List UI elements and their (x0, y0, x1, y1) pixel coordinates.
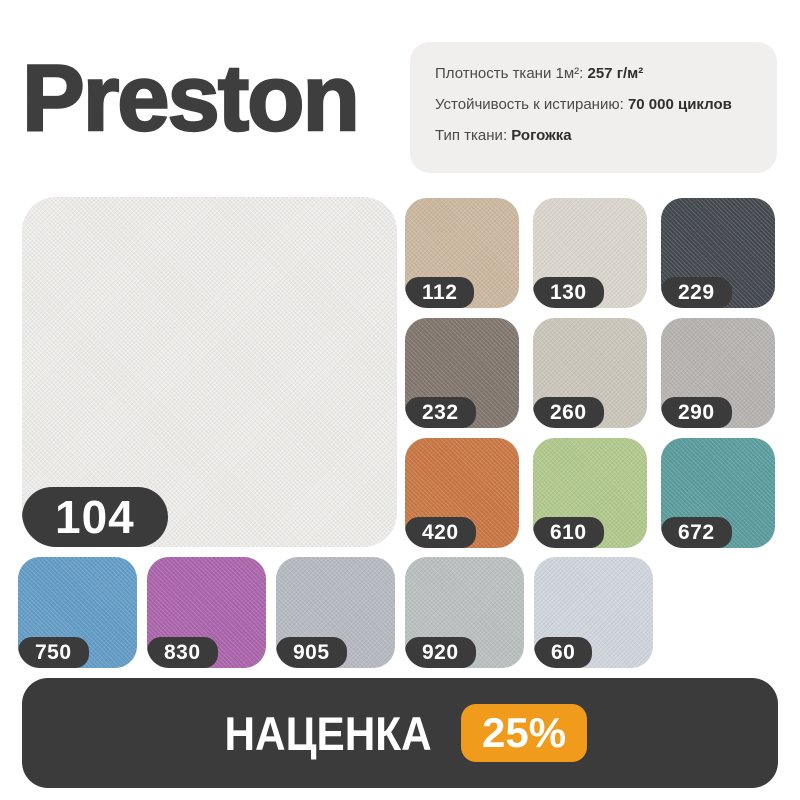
page-title: Preston (21, 44, 361, 150)
swatch-number-badge: 104 (22, 487, 168, 547)
swatch-number-badge: 420 (405, 517, 476, 548)
spec-value: Рогожка (511, 126, 572, 144)
fabric-swatch-112[interactable]: 112 (405, 198, 519, 308)
fabric-swatch-750[interactable]: 750 (18, 557, 137, 668)
fabric-specs-card: Плотность ткани 1м²: 257 г/м² Устойчивос… (410, 42, 777, 173)
spec-value: 70 000 циклов (627, 95, 732, 113)
fabric-swatch-60[interactable]: 60 (534, 557, 653, 668)
fabric-swatch-672[interactable]: 672 (661, 438, 775, 548)
markup-label: НАЦЕНКА (224, 706, 432, 760)
swatch-number-badge: 130 (533, 277, 604, 308)
swatch-number-badge: 830 (147, 637, 218, 668)
fabric-swatch-130[interactable]: 130 (533, 198, 647, 308)
markup-banner: НАЦЕНКА 25% (22, 678, 778, 788)
markup-percent-badge: 25% (461, 704, 588, 762)
swatch-number-badge: 232 (405, 397, 476, 428)
swatch-number-badge: 112 (405, 277, 475, 308)
spec-label: Плотность ткани 1м²: (435, 65, 584, 82)
swatch-number-badge: 60 (534, 637, 593, 668)
swatch-number-badge: 750 (18, 637, 89, 668)
fabric-swatch-229[interactable]: 229 (661, 198, 775, 308)
spec-value: 257 г/м² (587, 65, 644, 82)
swatch-grid: 112 130 229 232 260 290 420 610 (405, 198, 775, 548)
spec-row-density: Плотность ткани 1м²: 257 г/м² (435, 65, 759, 84)
fabric-swatch-830[interactable]: 830 (147, 557, 266, 668)
swatch-number-badge: 610 (533, 517, 604, 548)
fabric-swatch-420[interactable]: 420 (405, 438, 519, 548)
swatch-number-badge: 260 (533, 397, 604, 428)
fabric-swatch-main-104[interactable]: 104 (22, 197, 397, 547)
spec-label: Устойчивость к истиранию: (435, 95, 624, 113)
fabric-swatch-920[interactable]: 920 (405, 557, 524, 668)
fabric-swatch-905[interactable]: 905 (276, 557, 395, 668)
spec-row-abrasion: Устойчивость к истиранию: 70 000 циклов (435, 96, 759, 115)
fabric-swatch-232[interactable]: 232 (405, 318, 519, 428)
swatch-number-badge: 229 (661, 277, 732, 308)
fabric-swatch-290[interactable]: 290 (661, 318, 775, 428)
swatch-number-badge: 672 (661, 517, 732, 548)
fabric-swatch-610[interactable]: 610 (533, 438, 647, 548)
swatch-number-badge: 290 (661, 397, 732, 428)
swatch-row-bottom: 750 830 905 920 60 (18, 557, 653, 668)
swatch-number-badge: 920 (405, 637, 476, 668)
spec-row-type: Тип ткани: Рогожка (435, 127, 759, 146)
fabric-swatch-260[interactable]: 260 (533, 318, 647, 428)
swatch-number-badge: 905 (276, 637, 347, 668)
spec-label: Тип ткани: (435, 126, 508, 144)
